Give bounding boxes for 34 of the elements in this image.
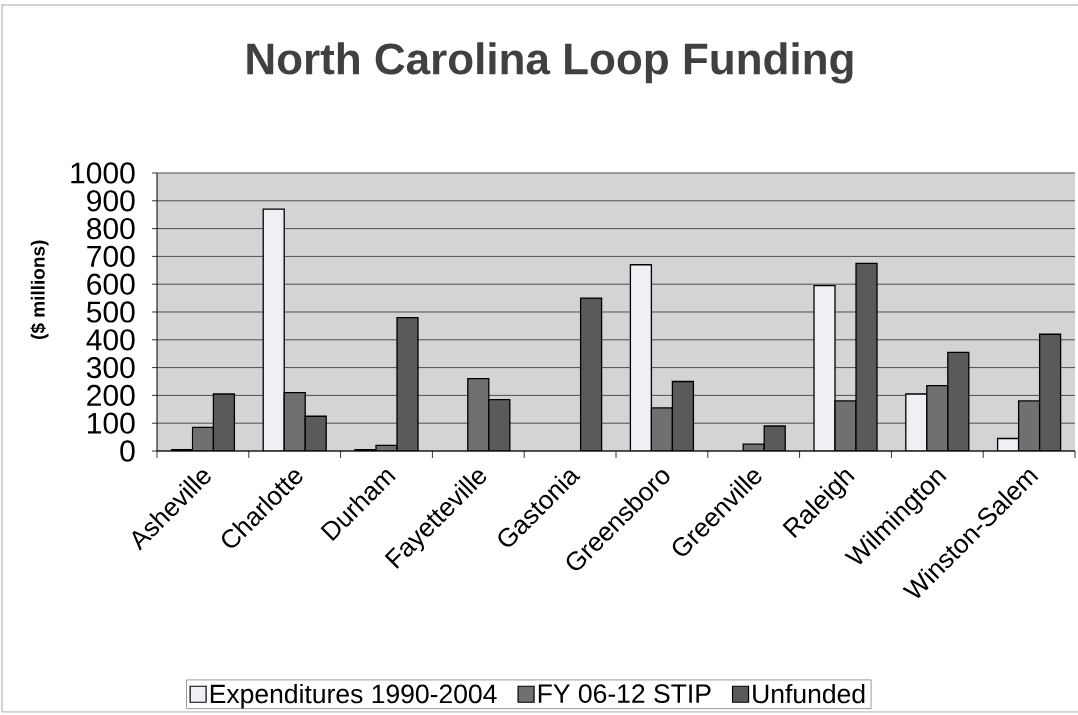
y-axis-title: ($ millions) bbox=[30, 240, 49, 339]
y-tick-label: 600 bbox=[87, 273, 135, 295]
bar bbox=[813, 284, 836, 451]
bar bbox=[1038, 333, 1062, 451]
y-tick-label: 400 bbox=[86, 329, 135, 351]
y-tick-label: 700 bbox=[87, 245, 135, 268]
bar bbox=[488, 398, 511, 451]
chart-title: North Carolina Loop Funding bbox=[247, 42, 853, 84]
bar bbox=[396, 316, 419, 451]
y-tick-label: 100 bbox=[88, 412, 135, 434]
bar bbox=[1017, 400, 1041, 451]
y-tick-label: 1000 bbox=[71, 162, 135, 184]
bar bbox=[947, 351, 970, 451]
y-tick-label: 900 bbox=[87, 190, 135, 212]
bar bbox=[304, 415, 327, 451]
bar bbox=[262, 208, 285, 451]
bar bbox=[283, 391, 306, 451]
y-tick-label: 0 bbox=[120, 440, 135, 462]
legend-label: FY 06-12 STIP bbox=[538, 684, 711, 704]
bar bbox=[855, 262, 878, 451]
bar bbox=[671, 380, 695, 451]
bar bbox=[650, 407, 674, 451]
bar bbox=[629, 264, 653, 451]
bar bbox=[579, 297, 603, 451]
bar bbox=[926, 385, 949, 451]
bar bbox=[467, 378, 490, 451]
y-tick-label: 300 bbox=[86, 356, 135, 379]
legend-label: Expenditures 1990-2004 bbox=[210, 683, 497, 709]
y-tick-label: 200 bbox=[87, 384, 135, 407]
y-tick-label: 500 bbox=[86, 301, 135, 323]
y-tick-label: 800 bbox=[87, 217, 135, 240]
legend-label: Unfunded bbox=[753, 683, 865, 704]
bar bbox=[212, 393, 236, 451]
bar bbox=[905, 393, 928, 451]
